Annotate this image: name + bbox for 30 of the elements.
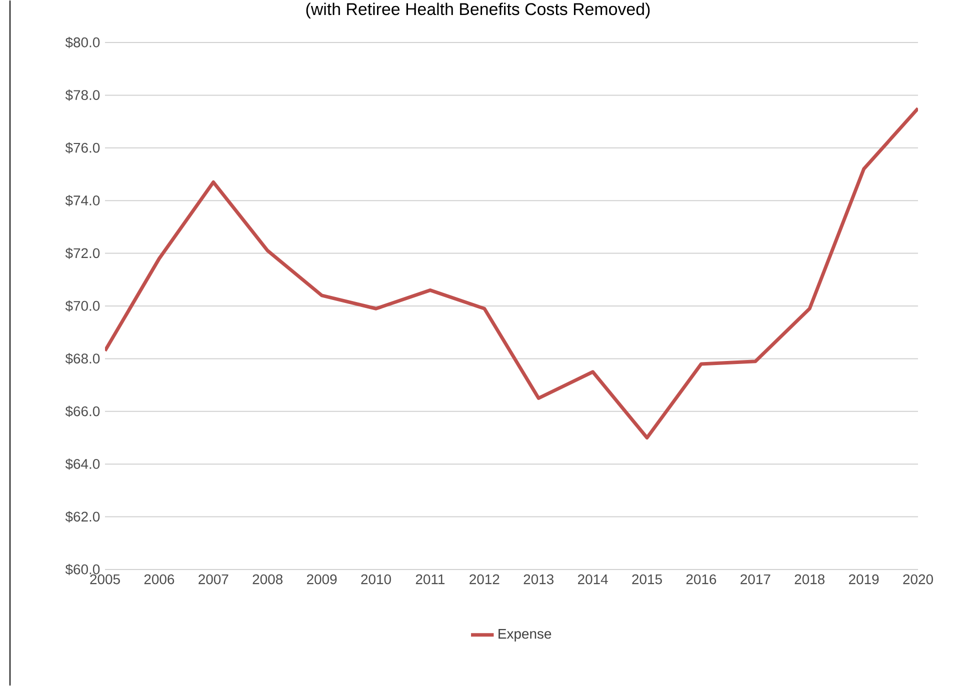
x-tick-label: 2013	[524, 574, 554, 584]
y-tick-label: $70.0	[65, 300, 100, 312]
x-tick-label: 2014	[578, 574, 608, 584]
y-tick-label: $62.0	[65, 511, 100, 522]
line-series	[105, 106, 918, 440]
x-tick-label: 2015	[632, 574, 662, 584]
y-tick-label: $78.0	[65, 90, 100, 101]
x-tick-label: 2020	[903, 574, 933, 584]
x-tick-label: 2017	[740, 574, 770, 584]
x-tick-label: 2006	[144, 574, 174, 584]
y-tick-label: $68.0	[65, 353, 100, 364]
x-tick-label: 2010	[361, 574, 391, 584]
x-tick-label: 2019	[849, 574, 879, 584]
y-tick-label: $66.0	[65, 406, 100, 418]
y-tick-label: $60.0	[65, 564, 100, 576]
x-tick-label: 2009	[306, 574, 337, 584]
y-tick-label: $72.0	[65, 248, 100, 259]
y-tick-label: $64.0	[65, 458, 100, 470]
x-tick-label: 2011	[416, 574, 445, 584]
x-tick-label: 2018	[794, 574, 825, 584]
y-tick-label: $76.0	[65, 142, 100, 154]
x-tick-label: 2005	[90, 574, 120, 584]
legend-label: Expense	[498, 629, 552, 642]
x-tick-label: 2007	[198, 574, 228, 584]
y-tick-label: $74.0	[65, 194, 100, 206]
chart-subtitle: (with Retiree Health Benefits Costs Removed)	[306, 2, 650, 18]
x-tick-label: 2008	[252, 574, 283, 584]
x-tick-label: 2012	[470, 574, 500, 584]
y-tick-label: $80.0	[65, 36, 100, 48]
x-tick-label: 2016	[686, 574, 716, 584]
